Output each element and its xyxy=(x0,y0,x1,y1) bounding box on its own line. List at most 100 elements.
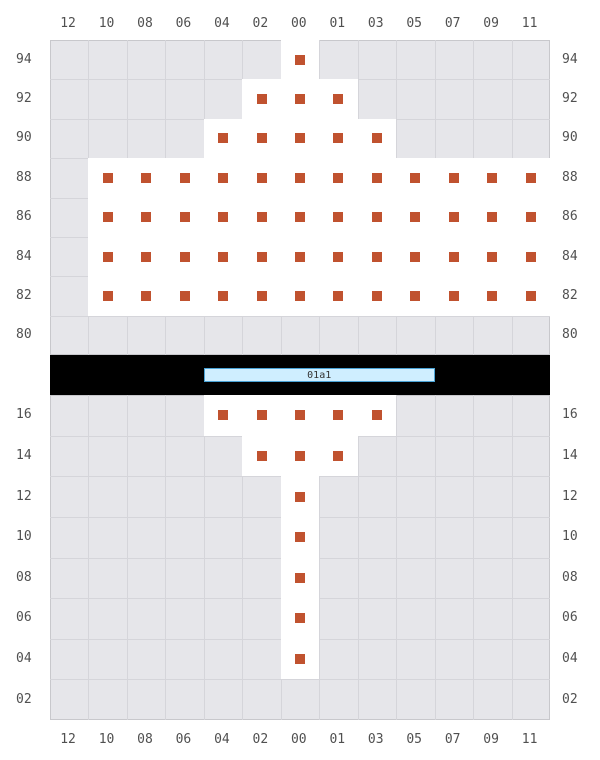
slot-marker xyxy=(180,291,190,301)
row-label-left: 92 xyxy=(16,91,32,106)
grid-horizontal xyxy=(50,316,550,317)
slot-marker xyxy=(410,291,420,301)
slot-marker xyxy=(295,654,305,664)
slot-marker xyxy=(295,451,305,461)
row-label-left: 08 xyxy=(16,570,32,585)
slot-marker xyxy=(295,173,305,183)
slot-marker xyxy=(103,212,113,222)
row-label-left: 88 xyxy=(16,170,32,185)
slot-marker xyxy=(257,173,267,183)
col-label-bottom: 09 xyxy=(483,732,499,747)
row-label-left: 06 xyxy=(16,610,32,625)
row-label-right: 10 xyxy=(562,529,578,544)
slot-marker xyxy=(372,133,382,143)
slot-marker xyxy=(103,173,113,183)
slot-marker xyxy=(295,94,305,104)
row-label-right: 06 xyxy=(562,610,578,625)
row-label-left: 16 xyxy=(16,407,32,422)
slot-marker xyxy=(487,173,497,183)
slot-marker xyxy=(257,410,267,420)
col-label-top: 07 xyxy=(445,16,461,31)
row-label-left: 86 xyxy=(16,209,32,224)
row-label-left: 10 xyxy=(16,529,32,544)
slot-marker xyxy=(372,252,382,262)
slot-marker xyxy=(295,212,305,222)
slot-marker xyxy=(257,291,267,301)
row-label-left: 14 xyxy=(16,448,32,463)
row-label-right: 12 xyxy=(562,489,578,504)
slot-marker xyxy=(526,291,536,301)
slot-marker xyxy=(295,133,305,143)
col-label-bottom: 02 xyxy=(253,732,269,747)
slot-marker xyxy=(487,291,497,301)
col-label-top: 01 xyxy=(329,16,345,31)
col-label-bottom: 03 xyxy=(368,732,384,747)
col-label-bottom: 08 xyxy=(137,732,153,747)
slot-marker xyxy=(141,252,151,262)
col-label-top: 03 xyxy=(368,16,384,31)
grid-horizontal xyxy=(50,679,550,680)
slot-marker xyxy=(218,133,228,143)
slot-marker xyxy=(103,291,113,301)
row-label-right: 16 xyxy=(562,407,578,422)
row-label-right: 90 xyxy=(562,130,578,145)
row-label-right: 86 xyxy=(562,209,578,224)
row-label-left: 04 xyxy=(16,651,32,666)
row-label-left: 90 xyxy=(16,130,32,145)
slot-marker xyxy=(103,252,113,262)
col-label-bottom: 00 xyxy=(291,732,307,747)
row-label-right: 04 xyxy=(562,651,578,666)
col-label-bottom: 10 xyxy=(99,732,115,747)
slot-marker xyxy=(295,573,305,583)
col-label-bottom: 12 xyxy=(60,732,76,747)
slot-marker xyxy=(295,532,305,542)
rack-diagram: 1212101008080606040402020000010103030505… xyxy=(0,0,600,760)
slot-marker xyxy=(449,212,459,222)
slot-marker xyxy=(333,212,343,222)
slot-marker xyxy=(218,173,228,183)
slot-marker xyxy=(487,252,497,262)
slot-marker xyxy=(141,291,151,301)
col-label-top: 11 xyxy=(522,16,538,31)
slot-marker xyxy=(180,212,190,222)
col-label-top: 00 xyxy=(291,16,307,31)
slot-marker xyxy=(449,173,459,183)
slot-marker xyxy=(487,212,497,222)
row-label-left: 12 xyxy=(16,489,32,504)
col-label-top: 04 xyxy=(214,16,230,31)
slot-marker xyxy=(333,252,343,262)
slot-marker xyxy=(295,55,305,65)
slot-marker xyxy=(526,212,536,222)
row-label-right: 82 xyxy=(562,288,578,303)
row-label-right: 08 xyxy=(562,570,578,585)
slot-marker xyxy=(218,212,228,222)
slot-marker xyxy=(410,173,420,183)
col-label-bottom: 07 xyxy=(445,732,461,747)
slot-marker xyxy=(257,252,267,262)
row-label-right: 84 xyxy=(562,249,578,264)
aisle-bar-label: 01a1 xyxy=(307,370,331,381)
slot-marker xyxy=(372,173,382,183)
slot-marker xyxy=(372,291,382,301)
slot-marker xyxy=(257,133,267,143)
slot-marker xyxy=(410,212,420,222)
col-label-top: 10 xyxy=(99,16,115,31)
slot-marker xyxy=(333,173,343,183)
slot-marker xyxy=(257,94,267,104)
slot-marker xyxy=(410,252,420,262)
slot-marker xyxy=(141,212,151,222)
col-label-top: 09 xyxy=(483,16,499,31)
col-label-bottom: 05 xyxy=(406,732,422,747)
slot-marker xyxy=(295,492,305,502)
slot-marker xyxy=(257,451,267,461)
slot-marker xyxy=(180,252,190,262)
col-label-top: 06 xyxy=(176,16,192,31)
row-label-right: 94 xyxy=(562,52,578,67)
col-label-top: 02 xyxy=(253,16,269,31)
row-label-right: 02 xyxy=(562,692,578,707)
slot-marker xyxy=(333,451,343,461)
row-label-right: 92 xyxy=(562,91,578,106)
slot-marker xyxy=(218,291,228,301)
row-label-left: 80 xyxy=(16,327,32,342)
slot-marker xyxy=(526,173,536,183)
